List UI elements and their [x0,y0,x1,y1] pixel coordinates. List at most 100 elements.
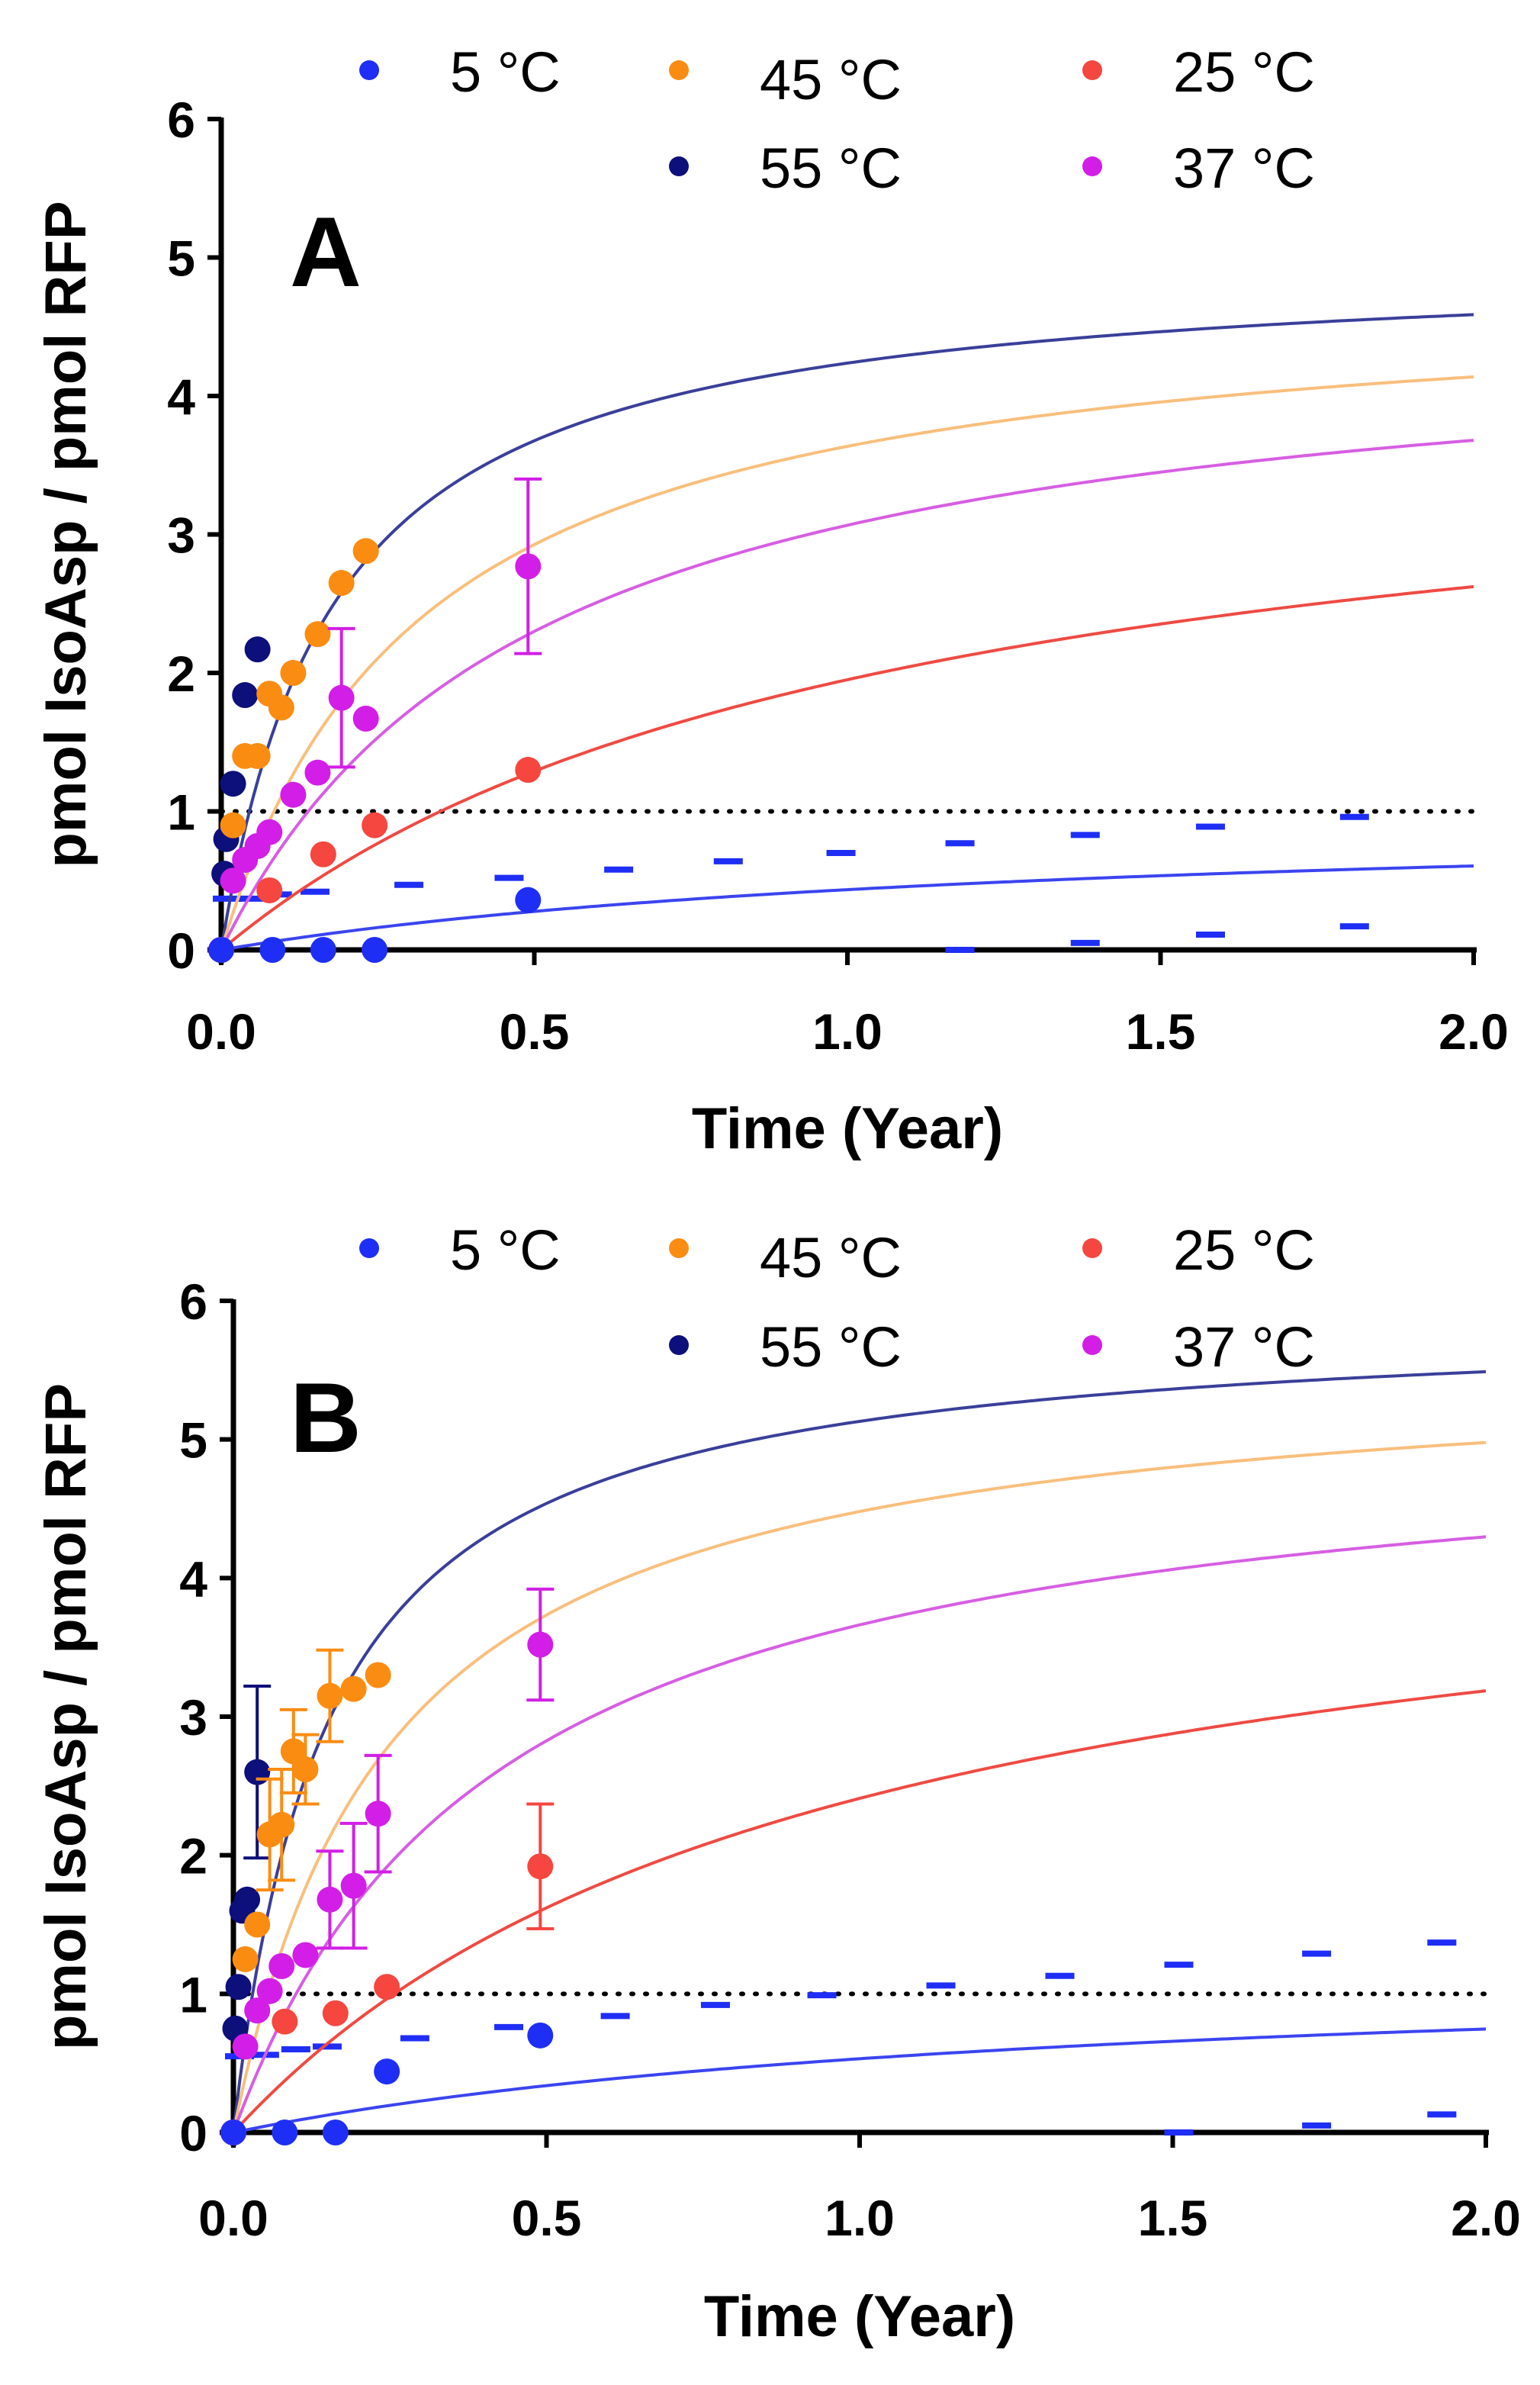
legend-marker [359,60,379,80]
data-point [310,937,336,963]
legend-marker [1082,1238,1102,1258]
y-axis-title: pmol IsoAsp / pmol RFP [34,1383,98,2050]
data-point [515,757,542,784]
data-point [232,1946,259,1972]
data-point [220,771,246,797]
legend-label: 5 °C [450,40,561,104]
y-tick-label: 1 [167,784,195,841]
legend-marker [1082,60,1102,80]
y-tick-label: 5 [179,1412,207,1469]
data-point [365,1801,391,1827]
x-axis-title: Time (Year) [704,2284,1015,2349]
panel-b: 5 °C 45 °C 25 °C 55 °C 37 °C 0 1 2 3 4 5 6 0.0 0.5 1.0… [34,1218,1521,2349]
data-point [256,819,283,845]
y-tick-label: 2 [167,645,195,702]
data-point [280,660,307,686]
data-point [256,1978,283,2004]
data-point [268,1811,295,1838]
x-tick-label: 0.0 [186,1003,256,1060]
data-point [244,1911,271,1938]
data-point [352,705,379,732]
data-point [322,2000,349,2026]
legend-marker [359,1238,379,1258]
y-tick-label: 1 [179,1966,207,2023]
data-point [352,538,379,565]
y-tick-label: 5 [167,230,195,287]
x-tick-label: 0.0 [198,2190,268,2246]
y-tick-label: 2 [179,1828,207,1885]
data-point [527,1853,554,1880]
fit-curve [220,313,1474,951]
fit-curve [232,1689,1487,2134]
fit-curve [233,2027,1487,2134]
data-point [292,1942,319,1968]
data-point [527,1631,554,1658]
data-point [362,937,388,963]
y-tick-label: 4 [167,369,195,425]
data-point [225,1974,252,2000]
data-point [304,621,331,648]
data-point [234,1886,261,1913]
data-point [268,694,294,721]
legend-label: 55 °C [760,1315,902,1379]
data-point [272,2119,298,2145]
legend-marker [669,1238,689,1258]
fit-curve [232,1535,1487,2133]
data-point [374,2058,400,2085]
data-point [220,812,246,838]
data-point [317,1682,343,1709]
y-tick-label: 3 [179,1689,207,1746]
fit-curve [220,439,1474,951]
data-point [272,2008,298,2035]
x-tick-label: 0.5 [512,2190,582,2246]
data-point [280,781,307,808]
data-point [374,1974,400,2000]
x-tick-label: 1.0 [825,2190,895,2246]
data-point [268,1953,295,1979]
data-point [259,937,286,963]
data-point [292,1756,319,1783]
x-tick-label: 1.0 [812,1003,883,1060]
legend-marker [669,60,689,80]
x-tick-label: 0.5 [500,1003,570,1060]
legend-label: 55 °C [760,137,902,200]
data-point [244,636,271,663]
data-point [365,1662,391,1688]
fit-curve [220,584,1474,951]
legend-label: 25 °C [1173,40,1315,104]
x-tick-label: 1.5 [1126,1003,1196,1060]
legend-marker [669,156,689,176]
panel-label: B [290,1362,362,1473]
data-point [244,742,271,769]
x-axis-title: Time (Year) [692,1096,1003,1161]
y-tick-label: 3 [167,507,195,564]
x-tick-label: 2.0 [1439,1003,1509,1060]
legend-marker [669,1335,689,1355]
fit-curve [220,375,1474,951]
data-point [220,867,246,894]
data-point [232,2033,259,2060]
data-point [515,887,542,913]
data-point [328,570,355,597]
legend-label: 45 °C [760,48,902,111]
data-point [328,684,355,711]
legend-label: 45 °C [760,1226,902,1289]
legend-label: 5 °C [450,1218,561,1282]
fit-curve [232,1370,1487,2133]
panel-label: A [290,196,362,307]
data-point [527,2022,554,2049]
data-point [310,841,336,867]
y-axis-title: pmol IsoAsp / pmol RFP [34,201,98,867]
legend-label: 37 °C [1173,1315,1315,1379]
data-point [340,1675,367,1702]
data-point [362,812,388,838]
data-point [340,1872,367,1899]
y-tick-label: 0 [167,922,195,979]
data-point [322,2119,349,2145]
y-tick-label: 0 [179,2105,207,2161]
data-point [256,877,283,903]
data-point [244,1759,271,1785]
data-point [515,553,542,580]
x-tick-label: 1.5 [1138,2190,1208,2246]
x-tick-label: 2.0 [1451,2190,1521,2246]
